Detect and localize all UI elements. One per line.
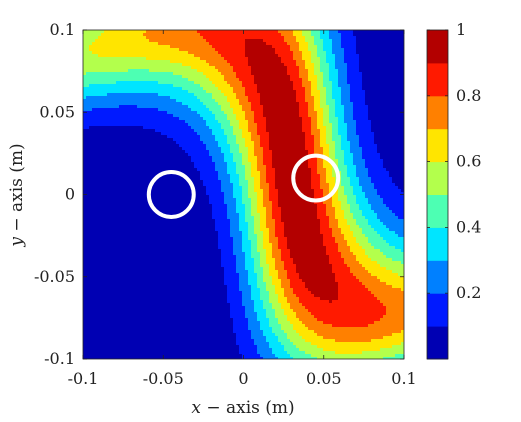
x-tick-label: 0.05 xyxy=(306,369,342,388)
colorbar-frame xyxy=(426,29,449,360)
y-tick-label: -0.1 xyxy=(44,349,75,368)
colorbar-step xyxy=(427,326,448,360)
colorbar-tick-label: 0.4 xyxy=(456,217,481,236)
colorbar-tick-label: 0.6 xyxy=(456,152,481,171)
colorbar-step xyxy=(427,161,448,195)
y-axis-label-text: − axis (m) xyxy=(7,143,27,237)
x-tick-label: -0.05 xyxy=(143,369,184,388)
plot-area xyxy=(83,30,404,359)
colorbar: 0.2 0.4 0.6 0.8 1 xyxy=(426,20,481,360)
y-tick-label: 0.05 xyxy=(39,102,75,121)
colorbar-steps xyxy=(427,30,448,360)
colorbar-step xyxy=(427,128,448,163)
y-axis-ticks: -0.1 -0.05 0 0.05 0.1 xyxy=(34,20,404,368)
x-tick-label: -0.1 xyxy=(68,369,99,388)
colorbar-step xyxy=(427,227,448,261)
colorbar-tick-label: 1 xyxy=(456,20,466,39)
y-axis-label-var: y xyxy=(7,237,27,248)
x-axis-label-text: − axis (m) xyxy=(201,398,295,418)
y-tick-label: -0.05 xyxy=(34,267,75,286)
circle-left xyxy=(146,170,196,219)
colorbar-step xyxy=(427,62,448,97)
x-tick-label: 0.1 xyxy=(391,369,416,388)
x-axis-ticks: -0.1 -0.05 0 0.05 0.1 xyxy=(68,30,417,388)
circle-right xyxy=(291,153,341,203)
x-axis-label-var: x xyxy=(191,398,201,418)
colorbar-step xyxy=(427,293,448,327)
y-tick-label: 0 xyxy=(65,185,75,204)
colorbar-tick-label: 0.8 xyxy=(456,86,481,105)
colorbar-step xyxy=(427,260,448,294)
y-axis-label: y − axis (m) xyxy=(7,143,27,247)
contour-field xyxy=(83,30,404,359)
x-tick-label: 0 xyxy=(238,369,248,388)
marker-layer xyxy=(146,153,341,219)
x-axis-label: x − axis (m) xyxy=(191,398,294,418)
colorbar-step xyxy=(427,30,448,64)
y-tick-label: 0.1 xyxy=(50,20,75,39)
colorbar-step xyxy=(427,95,448,130)
colorbar-tick-label: 0.2 xyxy=(456,283,481,302)
colorbar-step xyxy=(427,194,448,228)
colorbar-ticks: 0.2 0.4 0.6 0.8 1 xyxy=(427,20,481,302)
